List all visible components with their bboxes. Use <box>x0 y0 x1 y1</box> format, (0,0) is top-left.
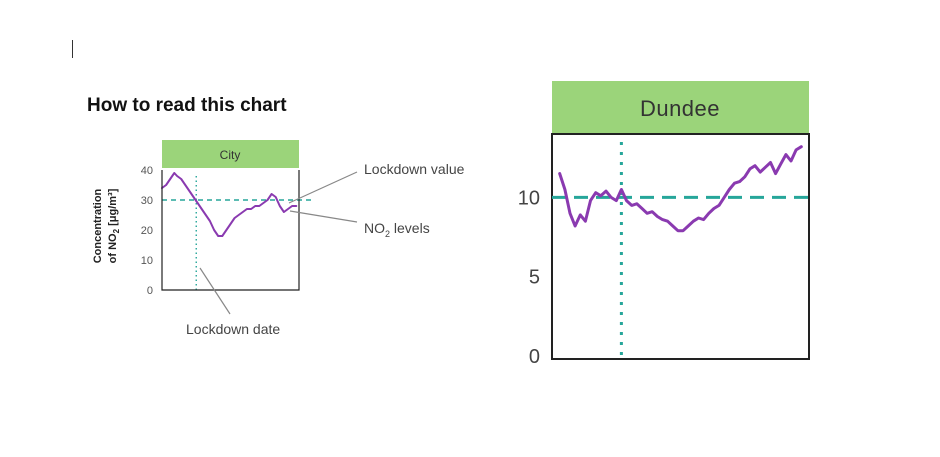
guide-y-axis-label-line2: of NO2 [μg/m³] <box>107 188 121 263</box>
guide-axes <box>161 170 300 291</box>
guide-y-tick-label: 10 <box>141 255 153 267</box>
lockdown-date-leader-line <box>199 267 231 315</box>
text-cursor <box>72 40 73 58</box>
dundee-y-tick-label: 10 <box>518 187 540 209</box>
guide-y-tick-label: 30 <box>141 195 153 207</box>
guide-y-axis-label-line1: Concentration <box>92 188 104 263</box>
lockdown-date-callout: Lockdown date <box>186 321 280 337</box>
dundee-plot-frame <box>551 133 810 360</box>
dundee-y-tick-label: 0 <box>529 346 540 368</box>
guide-y-tick-label: 40 <box>141 165 153 177</box>
no2-levels-callout: NO2 levels <box>364 220 430 239</box>
lockdown-value-callout: Lockdown value <box>364 161 465 177</box>
guide-y-tick-label: 20 <box>141 225 153 237</box>
guide-no2-series-line <box>161 172 298 237</box>
guide-panel-header <box>162 140 299 168</box>
dundee-chart: Dundee 0 5 10 <box>518 81 810 368</box>
guide-panel-title: City <box>220 148 241 162</box>
guide-title: How to read this chart <box>87 95 287 116</box>
guide-chart: City 0 10 20 30 40 Concentration of NO2 [μg/… <box>92 140 465 337</box>
dundee-panel-title: Dundee <box>640 96 720 121</box>
lockdown-value-leader-line <box>288 171 358 204</box>
dundee-no2-series-line <box>558 145 803 233</box>
no2-levels-leader-line <box>289 210 358 223</box>
guide-y-tick-label: 0 <box>147 285 153 297</box>
dundee-y-tick-label: 5 <box>529 267 540 289</box>
dundee-panel-header <box>552 81 809 134</box>
